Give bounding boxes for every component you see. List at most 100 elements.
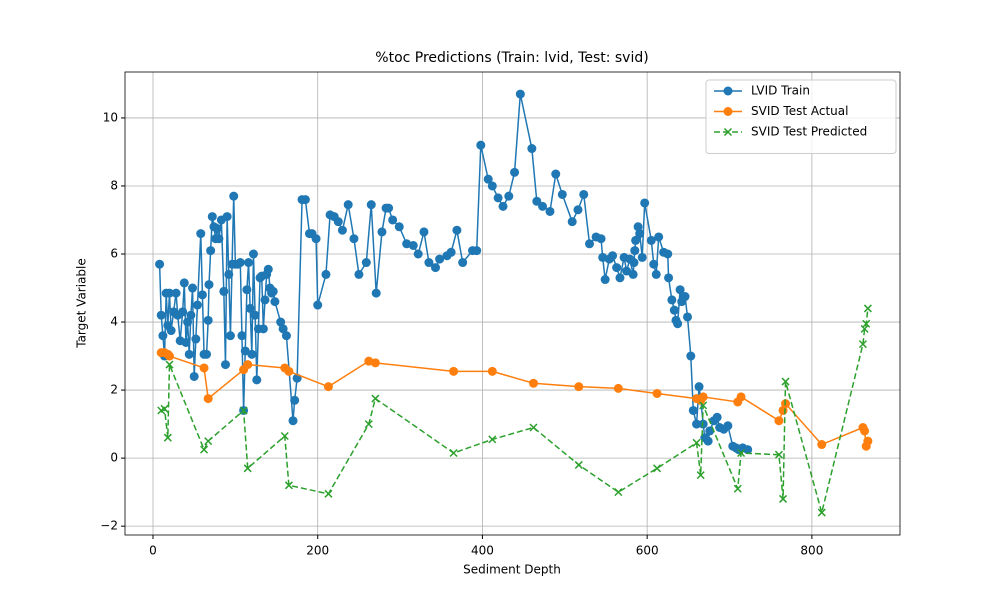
marker bbox=[188, 283, 198, 293]
marker bbox=[219, 286, 229, 296]
marker bbox=[337, 225, 347, 235]
marker bbox=[204, 280, 214, 290]
marker bbox=[653, 464, 662, 473]
marker bbox=[651, 269, 661, 279]
marker bbox=[600, 275, 610, 285]
marker bbox=[354, 269, 364, 279]
marker bbox=[574, 460, 583, 469]
marker bbox=[585, 239, 595, 249]
marker bbox=[694, 382, 704, 392]
marker bbox=[245, 303, 255, 313]
marker bbox=[545, 206, 555, 216]
marker bbox=[817, 440, 827, 450]
marker bbox=[184, 349, 194, 359]
marker bbox=[458, 258, 468, 268]
marker bbox=[284, 481, 293, 490]
marker bbox=[323, 382, 333, 392]
marker bbox=[270, 297, 280, 307]
marker bbox=[166, 326, 176, 336]
marker bbox=[183, 317, 193, 327]
marker bbox=[532, 196, 542, 206]
series-line bbox=[158, 93, 748, 451]
marker bbox=[247, 349, 257, 359]
marker bbox=[370, 358, 380, 368]
marker bbox=[498, 201, 508, 211]
marker bbox=[596, 234, 606, 244]
marker bbox=[222, 212, 232, 222]
marker bbox=[476, 140, 486, 150]
y-tick-label: 6 bbox=[110, 247, 118, 261]
marker bbox=[487, 181, 497, 191]
marker bbox=[349, 234, 359, 244]
marker bbox=[199, 363, 209, 373]
marker bbox=[737, 448, 746, 458]
marker bbox=[244, 258, 254, 268]
marker bbox=[529, 423, 538, 432]
marker bbox=[160, 404, 169, 413]
marker bbox=[321, 269, 331, 279]
marker bbox=[430, 263, 440, 273]
x-tick-label: 800 bbox=[800, 544, 823, 558]
marker bbox=[220, 360, 230, 370]
marker bbox=[723, 421, 733, 431]
plot-frame bbox=[124, 71, 901, 536]
marker bbox=[669, 305, 679, 315]
marker bbox=[692, 419, 702, 429]
marker bbox=[155, 259, 165, 269]
marker bbox=[614, 488, 623, 497]
y-axis-label: Target Variable bbox=[75, 258, 89, 349]
marker bbox=[510, 167, 520, 177]
marker bbox=[242, 285, 252, 295]
series bbox=[155, 89, 753, 455]
marker bbox=[504, 191, 514, 201]
marker bbox=[384, 203, 394, 213]
marker bbox=[692, 438, 701, 447]
marker bbox=[664, 273, 674, 283]
marker bbox=[196, 229, 206, 239]
marker bbox=[862, 319, 871, 328]
marker bbox=[224, 269, 234, 279]
marker bbox=[673, 319, 683, 329]
marker bbox=[703, 436, 713, 446]
marker bbox=[364, 420, 373, 429]
marker bbox=[268, 286, 278, 296]
marker bbox=[203, 394, 213, 404]
marker bbox=[276, 317, 286, 327]
marker bbox=[633, 222, 643, 232]
marker bbox=[573, 205, 583, 215]
marker bbox=[488, 435, 497, 444]
marker bbox=[698, 392, 708, 402]
marker bbox=[371, 288, 381, 298]
marker bbox=[858, 340, 867, 349]
marker bbox=[235, 258, 245, 268]
marker bbox=[377, 227, 387, 237]
marker bbox=[165, 360, 174, 369]
marker bbox=[200, 445, 209, 454]
marker bbox=[487, 366, 497, 376]
legend-label: SVID Test Actual bbox=[751, 104, 848, 118]
marker bbox=[635, 229, 645, 239]
marker bbox=[239, 406, 248, 415]
marker bbox=[324, 489, 333, 498]
marker bbox=[192, 300, 202, 310]
marker bbox=[206, 246, 216, 256]
marker bbox=[300, 195, 310, 205]
marker bbox=[860, 426, 870, 436]
chart-title: %toc Predictions (Train: lvid, Test: svi… bbox=[375, 50, 648, 66]
marker bbox=[243, 464, 252, 473]
marker bbox=[248, 249, 258, 259]
x-tick-label: 600 bbox=[636, 544, 659, 558]
marker bbox=[408, 240, 418, 250]
marker bbox=[419, 227, 429, 237]
marker bbox=[615, 273, 625, 283]
y-tick-label: 0 bbox=[110, 451, 118, 465]
x-tick-label: 400 bbox=[471, 544, 494, 558]
marker bbox=[446, 247, 456, 257]
marker bbox=[212, 223, 222, 233]
marker bbox=[779, 494, 788, 503]
marker bbox=[189, 371, 199, 381]
marker bbox=[191, 334, 201, 344]
marker bbox=[628, 269, 638, 279]
marker bbox=[640, 198, 650, 208]
marker bbox=[252, 375, 262, 385]
